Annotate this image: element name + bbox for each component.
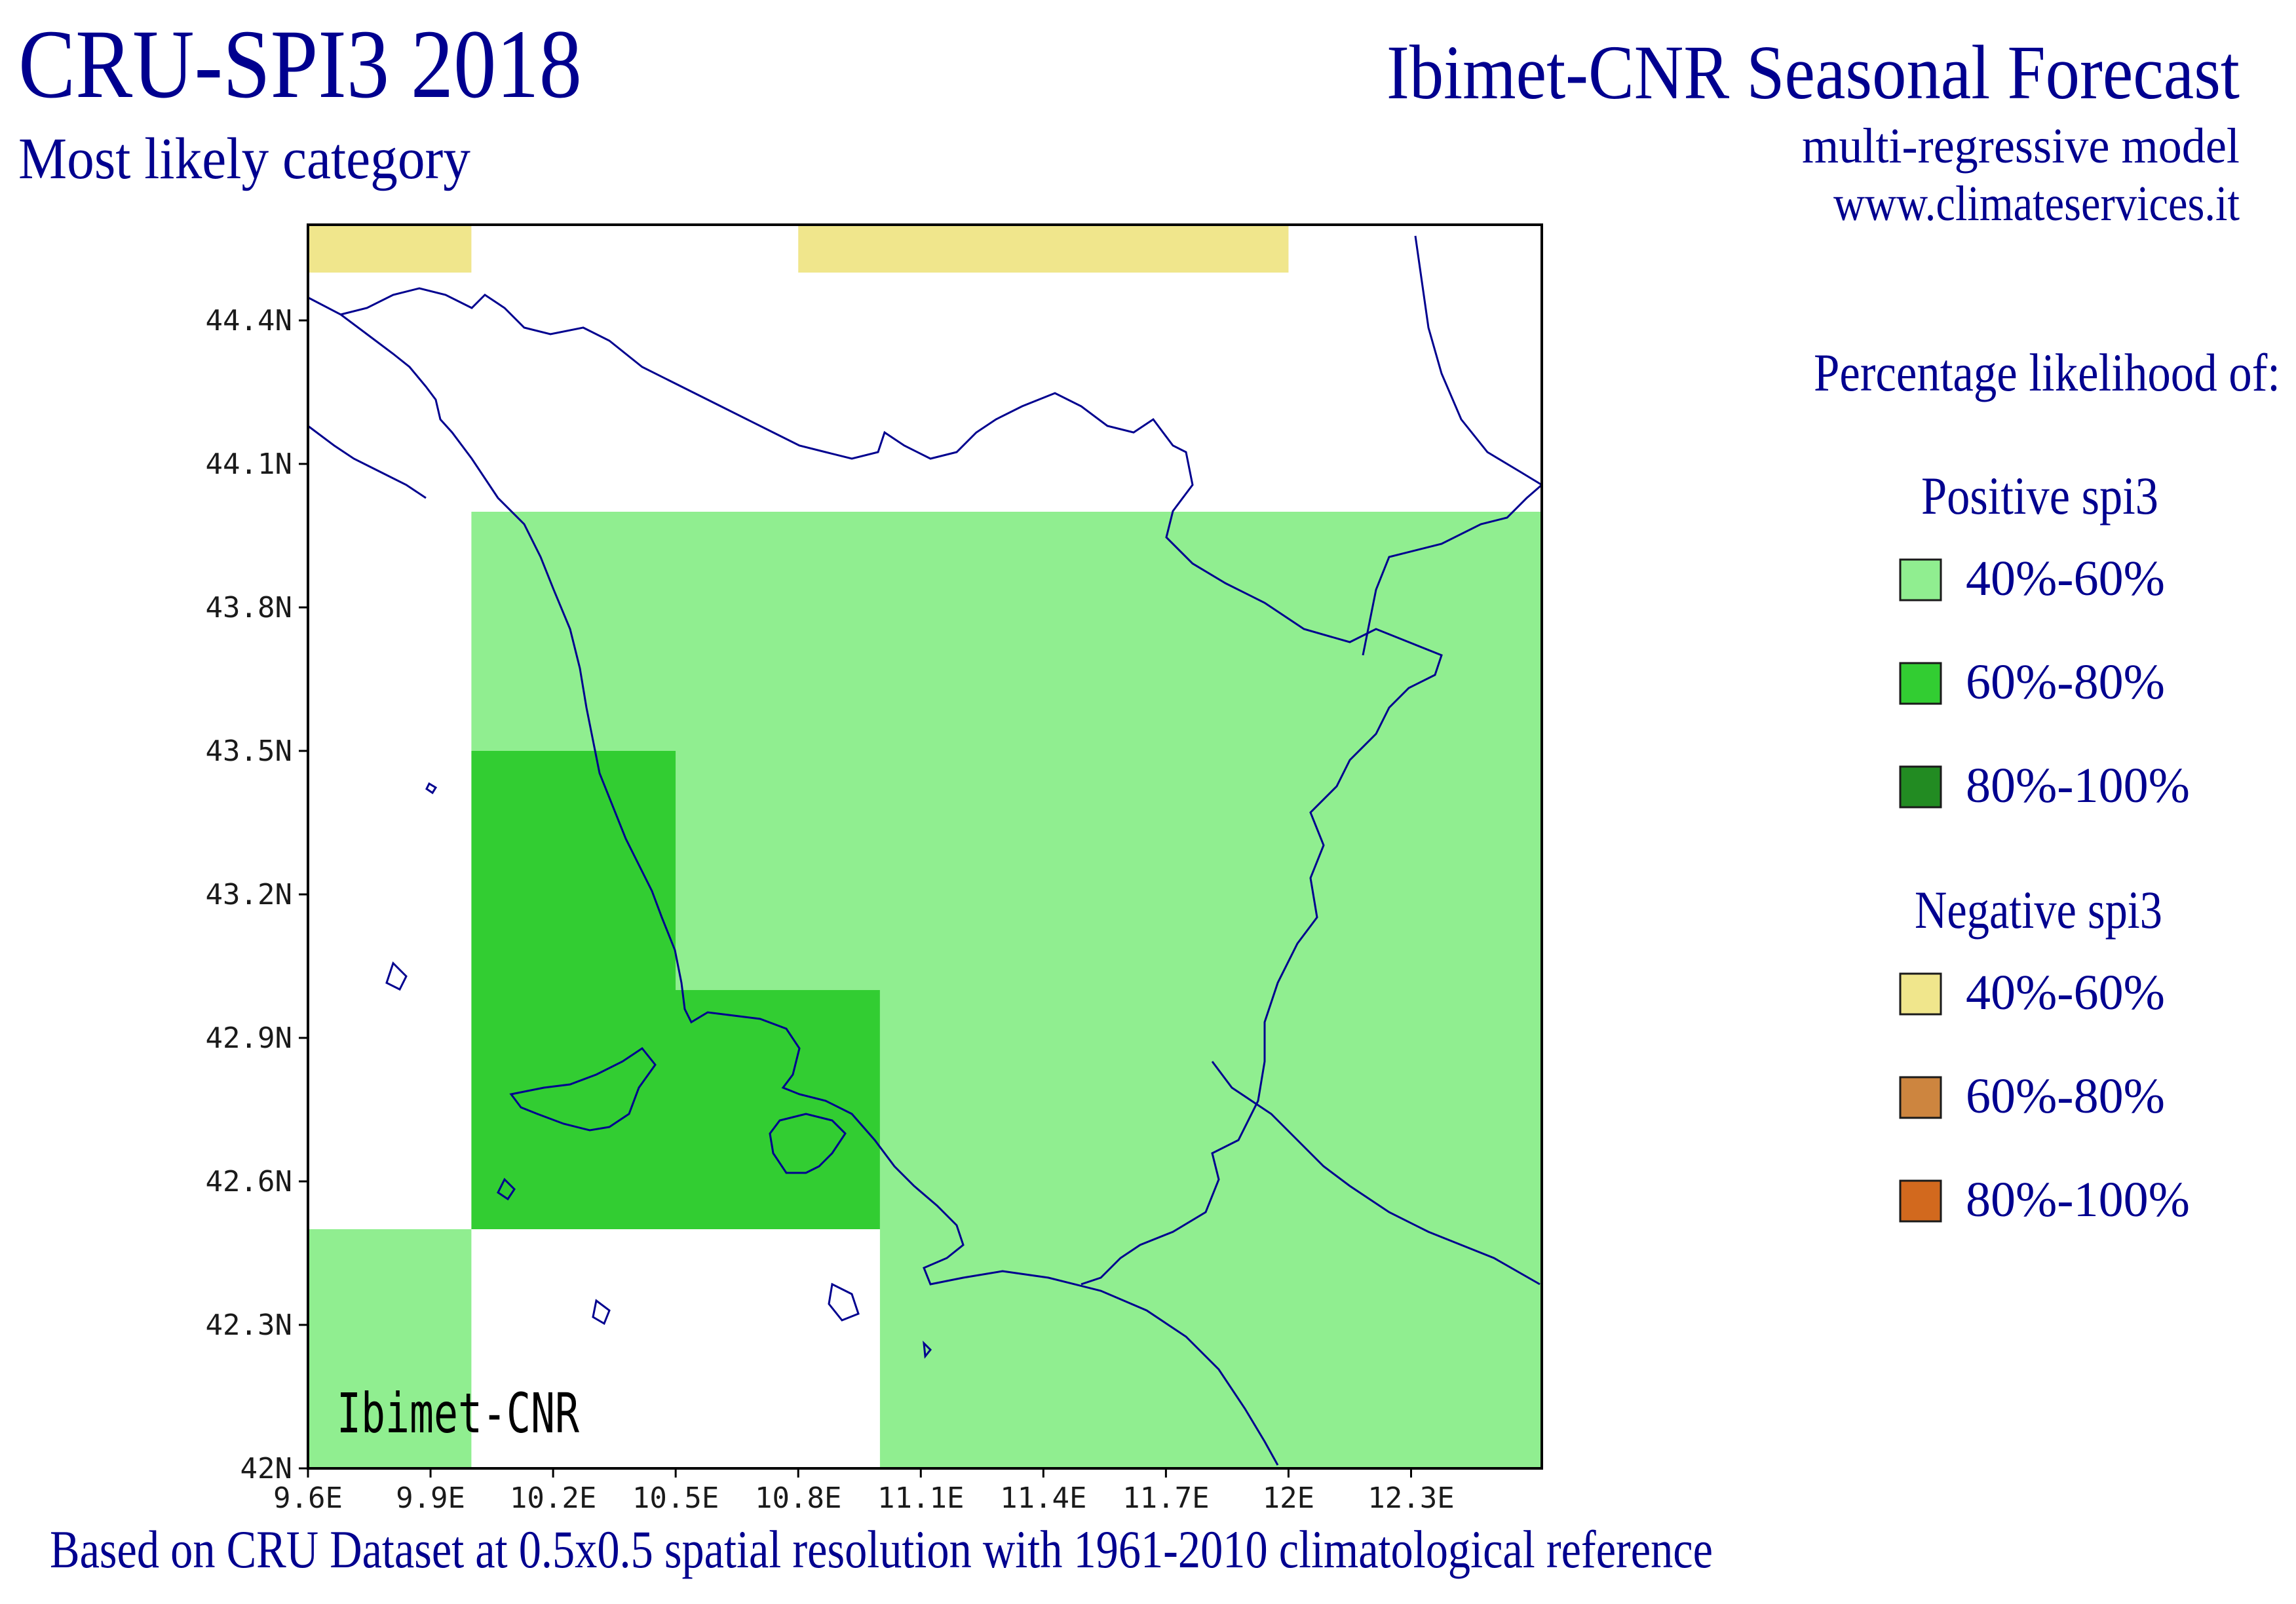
- y-axis: 44.4N 44.1N 43.8N 43.5N 43.2N 42.9N 42.6N 42.3N…: [206, 304, 308, 1485]
- legend-positive-item-swatch: [1899, 662, 1942, 705]
- website-url: www.climateservices.it: [1833, 176, 2240, 231]
- forecast-cell-pos-40-60: [879, 1229, 1542, 1468]
- x-tick-label: 12E: [1263, 1481, 1314, 1515]
- y-tick-label: 42.3N: [206, 1308, 292, 1342]
- legend-negative-item-swatch: [1899, 972, 1942, 1016]
- map-plot-area: Ibimet-CNR: [307, 223, 1543, 1470]
- y-tick-label: 42.9N: [206, 1022, 292, 1055]
- legend-negative-item-label: 80%-100%: [1966, 1172, 2190, 1227]
- x-axis: 9.6E 9.9E 10.2E 10.5E 10.8E 11.1E 11.4E 11.7E 12…: [273, 1468, 1455, 1515]
- coastline-borders: [307, 235, 1542, 1466]
- x-tick-label: 10.2E: [510, 1481, 596, 1515]
- forecast-cell-neg-40-60: [798, 225, 1289, 273]
- y-tick-label: 42N: [240, 1452, 292, 1485]
- legend-positive-item-label: 40%-60%: [1966, 551, 2165, 606]
- forecast-cell-pos-40-60: [879, 990, 1542, 1229]
- org-title: Ibimet-CNR Seasonal Forecast: [1387, 29, 2240, 115]
- legend-negative-item-swatch: [1899, 1076, 1942, 1119]
- footer-note: Based on CRU Dataset at 0.5x0.5 spatial …: [50, 1519, 1713, 1579]
- legend-positive-item-label: 80%-100%: [1966, 758, 2190, 813]
- x-tick-label: 11.1E: [877, 1481, 964, 1515]
- legend: Percentage likelihood of: Positive spi3 …: [1814, 343, 2280, 1227]
- model-label: multi-regressive model: [1802, 119, 2240, 174]
- forecast-cell-pos-60-80: [471, 751, 676, 990]
- y-tick-label: 44.4N: [206, 304, 292, 337]
- legend-positive-title: Positive spi3: [1921, 466, 2158, 525]
- x-tick-label: 11.4E: [1000, 1481, 1086, 1515]
- legend-negative-item-swatch: [1899, 1179, 1942, 1223]
- x-tick-label: 12.3E: [1368, 1481, 1454, 1515]
- x-tick-label: 10.8E: [755, 1481, 841, 1515]
- forecast-cell-pos-60-80: [471, 990, 880, 1229]
- legend-heading: Percentage likelihood of:: [1814, 343, 2280, 402]
- forecast-cell-neg-40-60: [308, 225, 472, 273]
- x-tick-label: 11.7E: [1122, 1481, 1209, 1515]
- legend-positive-item-label: 60%-80%: [1966, 655, 2165, 710]
- map-subtitle: Most likely category: [18, 126, 470, 191]
- watermark-label: Ibimet-CNR: [337, 1381, 579, 1445]
- x-tick-label: 9.9E: [396, 1481, 465, 1515]
- legend-positive-item-swatch: [1899, 558, 1942, 602]
- legend-negative-item-label: 40%-60%: [1966, 965, 2165, 1020]
- map-title: CRU-SPI3 2018: [18, 10, 582, 119]
- y-tick-label: 42.6N: [206, 1165, 292, 1198]
- legend-negative-item-label: 60%-80%: [1966, 1069, 2165, 1124]
- x-tick-label: 10.5E: [632, 1481, 719, 1515]
- forecast-cell-pos-40-60: [308, 1229, 472, 1468]
- legend-positive-item-swatch: [1899, 765, 1942, 809]
- y-tick-label: 43.5N: [206, 735, 292, 768]
- y-tick-label: 44.1N: [206, 448, 292, 481]
- y-tick-label: 43.8N: [206, 591, 292, 624]
- forecast-grid-cells: [308, 225, 1542, 1468]
- legend-negative-title: Negative spi3: [1915, 880, 2162, 940]
- forecast-cell-pos-40-60: [471, 512, 1542, 751]
- forecast-cell-pos-40-60: [676, 751, 1542, 990]
- y-tick-label: 43.2N: [206, 878, 292, 911]
- x-tick-label: 9.6E: [273, 1481, 343, 1515]
